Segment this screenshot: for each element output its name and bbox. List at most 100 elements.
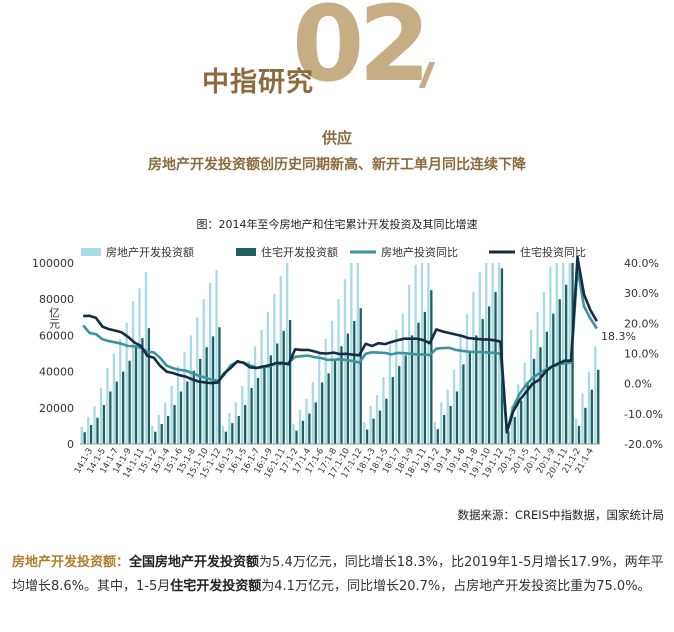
- bar-real-estate: [221, 425, 225, 444]
- bar-real-estate: [562, 263, 565, 444]
- bar-residential: [372, 418, 375, 444]
- bar-residential: [494, 291, 497, 444]
- bar-residential: [410, 335, 414, 444]
- bar-residential: [269, 355, 272, 444]
- bar-residential: [468, 351, 472, 444]
- bar-residential: [359, 308, 362, 444]
- y-tick-label-left: 100000: [32, 257, 74, 270]
- bar-real-estate: [478, 272, 481, 444]
- legend-label-real-estate-line: 房地产投资同比: [381, 245, 458, 259]
- bar-real-estate: [131, 301, 135, 444]
- bar-residential: [340, 346, 343, 444]
- bar-residential: [539, 347, 542, 444]
- bar-residential: [134, 346, 138, 444]
- para-keyword-national: 全国房地产开发投资额: [129, 555, 260, 570]
- bar-real-estate: [574, 418, 578, 444]
- bar-real-estate: [587, 371, 591, 444]
- bar-residential: [462, 364, 465, 444]
- line-residential-yoy: [83, 256, 598, 434]
- bar-residential: [122, 371, 125, 444]
- bar-residential: [475, 335, 478, 444]
- bar-residential: [584, 407, 587, 444]
- bar-real-estate: [388, 344, 392, 444]
- bar-real-estate: [234, 402, 237, 444]
- bar-residential: [423, 311, 427, 444]
- bar-real-estate: [568, 263, 571, 444]
- bar-real-estate: [292, 424, 295, 444]
- bar-residential: [391, 377, 394, 444]
- para-keyword-residential: 住宅开发投资额: [170, 579, 262, 594]
- bar-residential: [365, 429, 369, 444]
- bar-residential: [552, 313, 555, 444]
- bar-real-estate: [446, 389, 449, 444]
- bar-residential: [532, 358, 536, 444]
- bar-residential: [115, 381, 118, 444]
- legend-swatch-residential-bar: [236, 248, 256, 256]
- investment-chart: 房地产开发投资额 住宅开发投资额 房地产投资同比 住宅投资同比 亿元 0 2000…: [32, 245, 663, 480]
- bar-residential: [160, 424, 163, 444]
- bar-real-estate: [202, 299, 205, 444]
- bar-residential: [244, 405, 247, 444]
- bar-residential: [507, 431, 510, 444]
- y-axis-unit-label: 亿元: [48, 307, 61, 329]
- bar-residential: [147, 328, 151, 444]
- bar-residential: [321, 382, 324, 444]
- bar-residential: [224, 431, 228, 444]
- y-tick-label-right: 40.0%: [624, 257, 659, 270]
- bar-residential: [141, 338, 144, 444]
- para-keyword-investment: 房地产开发投资额: [12, 555, 117, 570]
- bar-real-estate: [189, 335, 193, 444]
- bar-real-estate: [228, 413, 231, 444]
- bar-residential: [218, 327, 221, 444]
- bar-residential: [83, 432, 86, 444]
- bar-residential: [436, 429, 439, 444]
- bar-real-estate: [363, 422, 366, 444]
- right-axis: -20.0% -10.0% 0.0% 10.0% 20.0% 30.0% 40.0%: [624, 257, 663, 451]
- para-text-2: 为4.1万亿元，同比增长20.7%，占房地产开发投资比重为75.0%。: [261, 579, 651, 594]
- bar-real-estate: [408, 284, 411, 444]
- bar-residential: [353, 320, 356, 444]
- bar-real-estate: [452, 369, 456, 444]
- bar-real-estate: [510, 405, 514, 444]
- bar-residential: [378, 410, 382, 444]
- bar-real-estate: [215, 270, 218, 444]
- bar-real-estate: [504, 425, 507, 444]
- bar-real-estate: [517, 384, 520, 444]
- section-title: 供应: [321, 129, 352, 147]
- y-tick-label-left: 0: [67, 438, 74, 451]
- bar-real-estate: [80, 426, 83, 444]
- bar-residential: [199, 358, 202, 444]
- bar-real-estate: [459, 333, 462, 444]
- bar-residential: [346, 333, 350, 444]
- bar-residential: [545, 331, 549, 444]
- bar-real-estate: [433, 422, 436, 444]
- bar-real-estate: [266, 311, 270, 444]
- bar-residential: [179, 391, 183, 444]
- bar-residential: [487, 306, 491, 444]
- bar-real-estate: [125, 322, 128, 444]
- bar-residential: [89, 424, 93, 444]
- bar-real-estate: [594, 346, 597, 444]
- bar-real-estate: [183, 351, 186, 444]
- bar-real-estate: [87, 416, 90, 444]
- bar-real-estate: [465, 313, 469, 444]
- bar-residential: [288, 320, 292, 444]
- bar-real-estate: [382, 377, 385, 444]
- bar-real-estate: [119, 339, 122, 444]
- y-tick-label-right: -20.0%: [624, 438, 663, 451]
- bar-residential: [276, 343, 279, 444]
- bar-residential: [577, 425, 581, 444]
- bar-real-estate: [279, 275, 282, 444]
- bar-residential: [301, 420, 305, 444]
- bar-residential: [237, 415, 240, 444]
- bar-real-estate: [138, 288, 141, 444]
- bar-real-estate: [164, 402, 167, 444]
- bar-residential: [231, 423, 234, 444]
- annotation-latest-yoy: 18.3%: [601, 330, 636, 343]
- y-tick-label-left: 60000: [39, 329, 74, 342]
- bar-real-estate: [144, 272, 148, 444]
- bar-residential: [314, 402, 317, 444]
- legend: 房地产开发投资额 住宅开发投资额 房地产投资同比 住宅投资同比: [81, 245, 586, 259]
- bar-real-estate: [93, 405, 96, 444]
- y-tick-label-right: 0.0%: [624, 378, 652, 391]
